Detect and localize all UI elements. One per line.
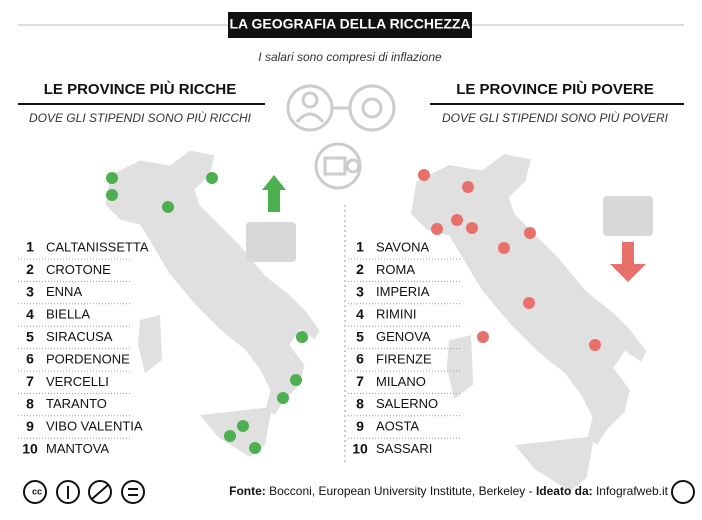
province: CALTANISSETTA: [46, 239, 149, 254]
author: Infografweb.it: [596, 484, 669, 498]
source: Bocconi, European University Institute, …: [269, 484, 532, 498]
rank: 2: [356, 261, 364, 277]
rank: 3: [356, 284, 364, 300]
lists: 1 CALTANISSETTA 2 CROTONE 3 ENNA 4 BIELLA 5 SIRAC…: [18, 239, 460, 456]
rank: 4: [26, 306, 34, 322]
province: MANTOVA: [46, 441, 109, 456]
title: LA GEOGRAFIA DELLA RICCHEZZA: [229, 16, 470, 32]
province: ENNA: [46, 284, 82, 299]
rank: 1: [356, 239, 364, 255]
rank: 9: [356, 418, 364, 434]
right-heading: LE PROVINCE PIÙ POVERE: [456, 80, 654, 98]
icons: [286, 84, 396, 190]
province: CROTONE: [46, 262, 111, 277]
province: AOSTA: [376, 419, 419, 434]
province: GENOVA: [376, 329, 431, 344]
rank: 2: [26, 261, 34, 277]
rank: 6: [356, 351, 364, 367]
wallet: [246, 222, 296, 262]
province: SALERNO: [376, 396, 438, 411]
cc: cc: [32, 486, 42, 496]
province: BIELLA: [46, 307, 90, 322]
rank: 3: [26, 284, 34, 300]
rank: 8: [356, 396, 364, 412]
province: FIRENZE: [376, 351, 432, 366]
left-heading: LE PROVINCE PIÙ RICCHE: [44, 80, 237, 98]
license-icons: [23, 480, 695, 504]
rank: 10: [352, 440, 368, 456]
wallet: [603, 196, 653, 236]
down-arrow: [610, 242, 646, 282]
rich-dots: [106, 172, 308, 454]
title-box: [228, 12, 472, 38]
rank: 4: [356, 306, 364, 322]
province: ROMA: [376, 262, 415, 277]
province: MILANO: [376, 374, 426, 389]
province: SASSARI: [376, 441, 432, 456]
author-label: Ideato da:: [536, 484, 593, 498]
rank: 9: [26, 418, 34, 434]
province: PORDENONE: [46, 351, 130, 366]
province: RIMINI: [376, 307, 416, 322]
left-subheading: DOVE GLI STIPENDI SONO PIÙ RICCHI: [29, 110, 252, 125]
footer: Fonte: Bocconi, European University Inst…: [229, 484, 669, 498]
rank: 6: [26, 351, 34, 367]
rank: 8: [26, 396, 34, 412]
source-label: Fonte:: [229, 484, 266, 498]
province: TARANTO: [46, 396, 107, 411]
province: SAVONA: [376, 239, 430, 254]
rank: 5: [26, 328, 34, 344]
province: VIBO VALENTIA: [46, 419, 143, 434]
rank: 1: [26, 239, 34, 255]
rank: 10: [22, 440, 38, 456]
rank: 5: [356, 328, 364, 344]
province: IMPERIA: [376, 284, 430, 299]
rank: 7: [356, 373, 364, 389]
up-arrow: [262, 175, 286, 212]
province: SIRACUSA: [46, 329, 113, 344]
map-left: [104, 149, 321, 458]
province: VERCELLI: [46, 374, 109, 389]
rank: 7: [26, 373, 34, 389]
right-subheading: DOVE GLI STIPENDI SONO PIÙ POVERI: [442, 110, 669, 125]
poor-dots: [418, 169, 601, 351]
subtitle: I salari sono compresi di inflazione: [258, 50, 442, 64]
